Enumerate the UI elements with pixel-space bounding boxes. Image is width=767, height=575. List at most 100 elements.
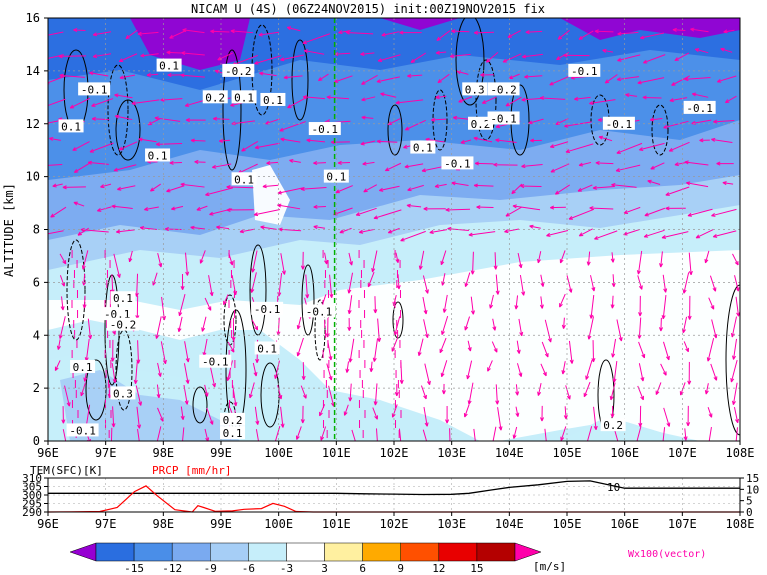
wind-vector-68 — [259, 71, 277, 77]
wind-vector-143 — [663, 120, 689, 129]
x-tick-103E: 103E — [437, 446, 466, 460]
wind-vector-52 — [563, 53, 590, 58]
colorbar-tick--15: -15 — [124, 562, 144, 575]
contour-label-2: -0.1 — [78, 82, 111, 96]
contour-label-10: 0.1 — [231, 172, 257, 186]
wind-vector-134 — [452, 115, 470, 120]
svg-text:-0.1: -0.1 — [81, 83, 108, 96]
wind-vector-46 — [435, 50, 447, 55]
wind-vector-53 — [602, 48, 614, 53]
wind-vector-57 — [694, 48, 709, 54]
wind-vector-551 — [735, 427, 738, 441]
wind-vector-541 — [492, 426, 497, 441]
wind-vector-55 — [642, 54, 666, 64]
wind-vector-241 — [226, 207, 254, 213]
wind-vector-239 — [196, 205, 208, 211]
wind-vector-56 — [674, 52, 690, 62]
wind-vector-452 — [440, 360, 448, 378]
wind-vector-346 — [682, 272, 690, 294]
main-axis-ticks: 96E 97E 98E 99E 100E 101E 102E 103E 104E 105E 106E… — [26, 11, 755, 460]
wind-vector-303 — [348, 252, 353, 266]
wind-vector-371 — [589, 295, 595, 319]
wind-vector-438 — [111, 362, 117, 384]
wind-vector-310 — [517, 252, 523, 269]
colorbar-box-6 — [286, 542, 325, 562]
contour-4 — [222, 49, 242, 171]
wind-vector-59 — [48, 75, 66, 85]
svg-text:0.3: 0.3 — [465, 83, 485, 96]
wind-vector-377 — [735, 296, 740, 317]
wind-vector-247 — [373, 209, 402, 220]
wind-vector-300 — [280, 253, 286, 275]
sub-x-tick-106E: 106E — [610, 517, 639, 531]
wind-vector-286 — [623, 228, 641, 236]
wind-vector-109 — [539, 96, 566, 101]
wind-vector-395 — [464, 316, 471, 331]
x-tick-101E: 101E — [322, 446, 351, 460]
wind-vector-503 — [280, 406, 285, 428]
wind-vector-411 — [160, 341, 167, 365]
wind-vector-199 — [615, 164, 641, 172]
wind-vector-488 — [609, 382, 616, 401]
wind-vector-383 — [177, 316, 183, 333]
contour-label-1: 0.1 — [156, 58, 182, 73]
contour-label-17: -0.1 — [487, 111, 520, 125]
wind-vector-70 — [317, 73, 329, 82]
colorbar-unit: [m/s] — [533, 560, 566, 573]
contour-labels: 0.1-0.10.1-0.20.2 0.1 0.1-0.10.10.1 0.10.1-… — [58, 58, 716, 440]
wind-vector-86 — [684, 77, 711, 82]
wind-vector-444 — [252, 362, 258, 377]
wind-vector-251 — [476, 205, 494, 210]
wind-vector-479 — [394, 384, 399, 397]
contour-5 — [251, 24, 273, 116]
svg-text:0.2: 0.2 — [603, 419, 623, 432]
contour-label-9: 0.1 — [145, 148, 171, 162]
contour-label-32: 0.1 — [220, 426, 246, 440]
wind-vector-297 — [199, 250, 206, 264]
wind-vector-341 — [566, 275, 573, 293]
wind-vector-271 — [260, 225, 277, 230]
wind-vector-2 — [73, 28, 86, 33]
sub-x-tick-104E: 104E — [495, 517, 524, 531]
colorbar-box-8 — [362, 542, 401, 562]
wind-vector-379 — [87, 318, 93, 340]
wind-vector-293 — [113, 253, 121, 278]
wind-vector-87 — [716, 75, 737, 83]
wind-vector-447 — [326, 363, 333, 381]
wind-vector-189 — [384, 162, 402, 172]
wind-vector-345 — [662, 274, 668, 293]
wind-vector-203 — [716, 161, 734, 166]
wind-vector-423 — [439, 337, 447, 354]
svg-text:0.1: 0.1 — [61, 120, 81, 133]
wind-vector-288 — [661, 231, 689, 239]
colorbar-box-4 — [210, 542, 249, 562]
wind-vector-5 — [137, 31, 159, 36]
wind-vector-311 — [537, 251, 542, 264]
wind-vector-315 — [636, 250, 643, 275]
wind-vector-502 — [254, 406, 260, 425]
wind-vector-491 — [679, 382, 686, 396]
colorbar-box-11 — [476, 542, 516, 562]
wind-vector-471 — [204, 384, 209, 397]
wind-vector-172 — [668, 141, 690, 152]
wind-vector-154 — [241, 140, 259, 152]
wind-vector-72 — [361, 74, 378, 85]
svg-text:-0.1: -0.1 — [202, 356, 229, 369]
wind-vector-185 — [289, 158, 301, 163]
wind-vector-511 — [463, 404, 470, 418]
svg-text:-0.1: -0.1 — [490, 112, 517, 125]
wind-vector-146 — [49, 136, 61, 141]
wind-vector-449 — [369, 361, 374, 373]
wind-vector-187 — [337, 160, 350, 165]
wind-vector-48 — [485, 51, 499, 63]
wind-vector-61 — [89, 71, 109, 77]
wind-vector-155 — [254, 142, 280, 150]
temp-tick-300: 300 — [22, 489, 42, 502]
contour-label-16: 0.2 — [468, 116, 493, 131]
wind-vector-15 — [381, 31, 400, 37]
svg-text:0.1: 0.1 — [234, 173, 254, 186]
wind-vector-80 — [549, 75, 570, 86]
wind-vector-174 — [711, 137, 733, 143]
temperature-line-label: 10 — [607, 481, 620, 494]
contour-label-14: 0.3 — [462, 82, 488, 96]
